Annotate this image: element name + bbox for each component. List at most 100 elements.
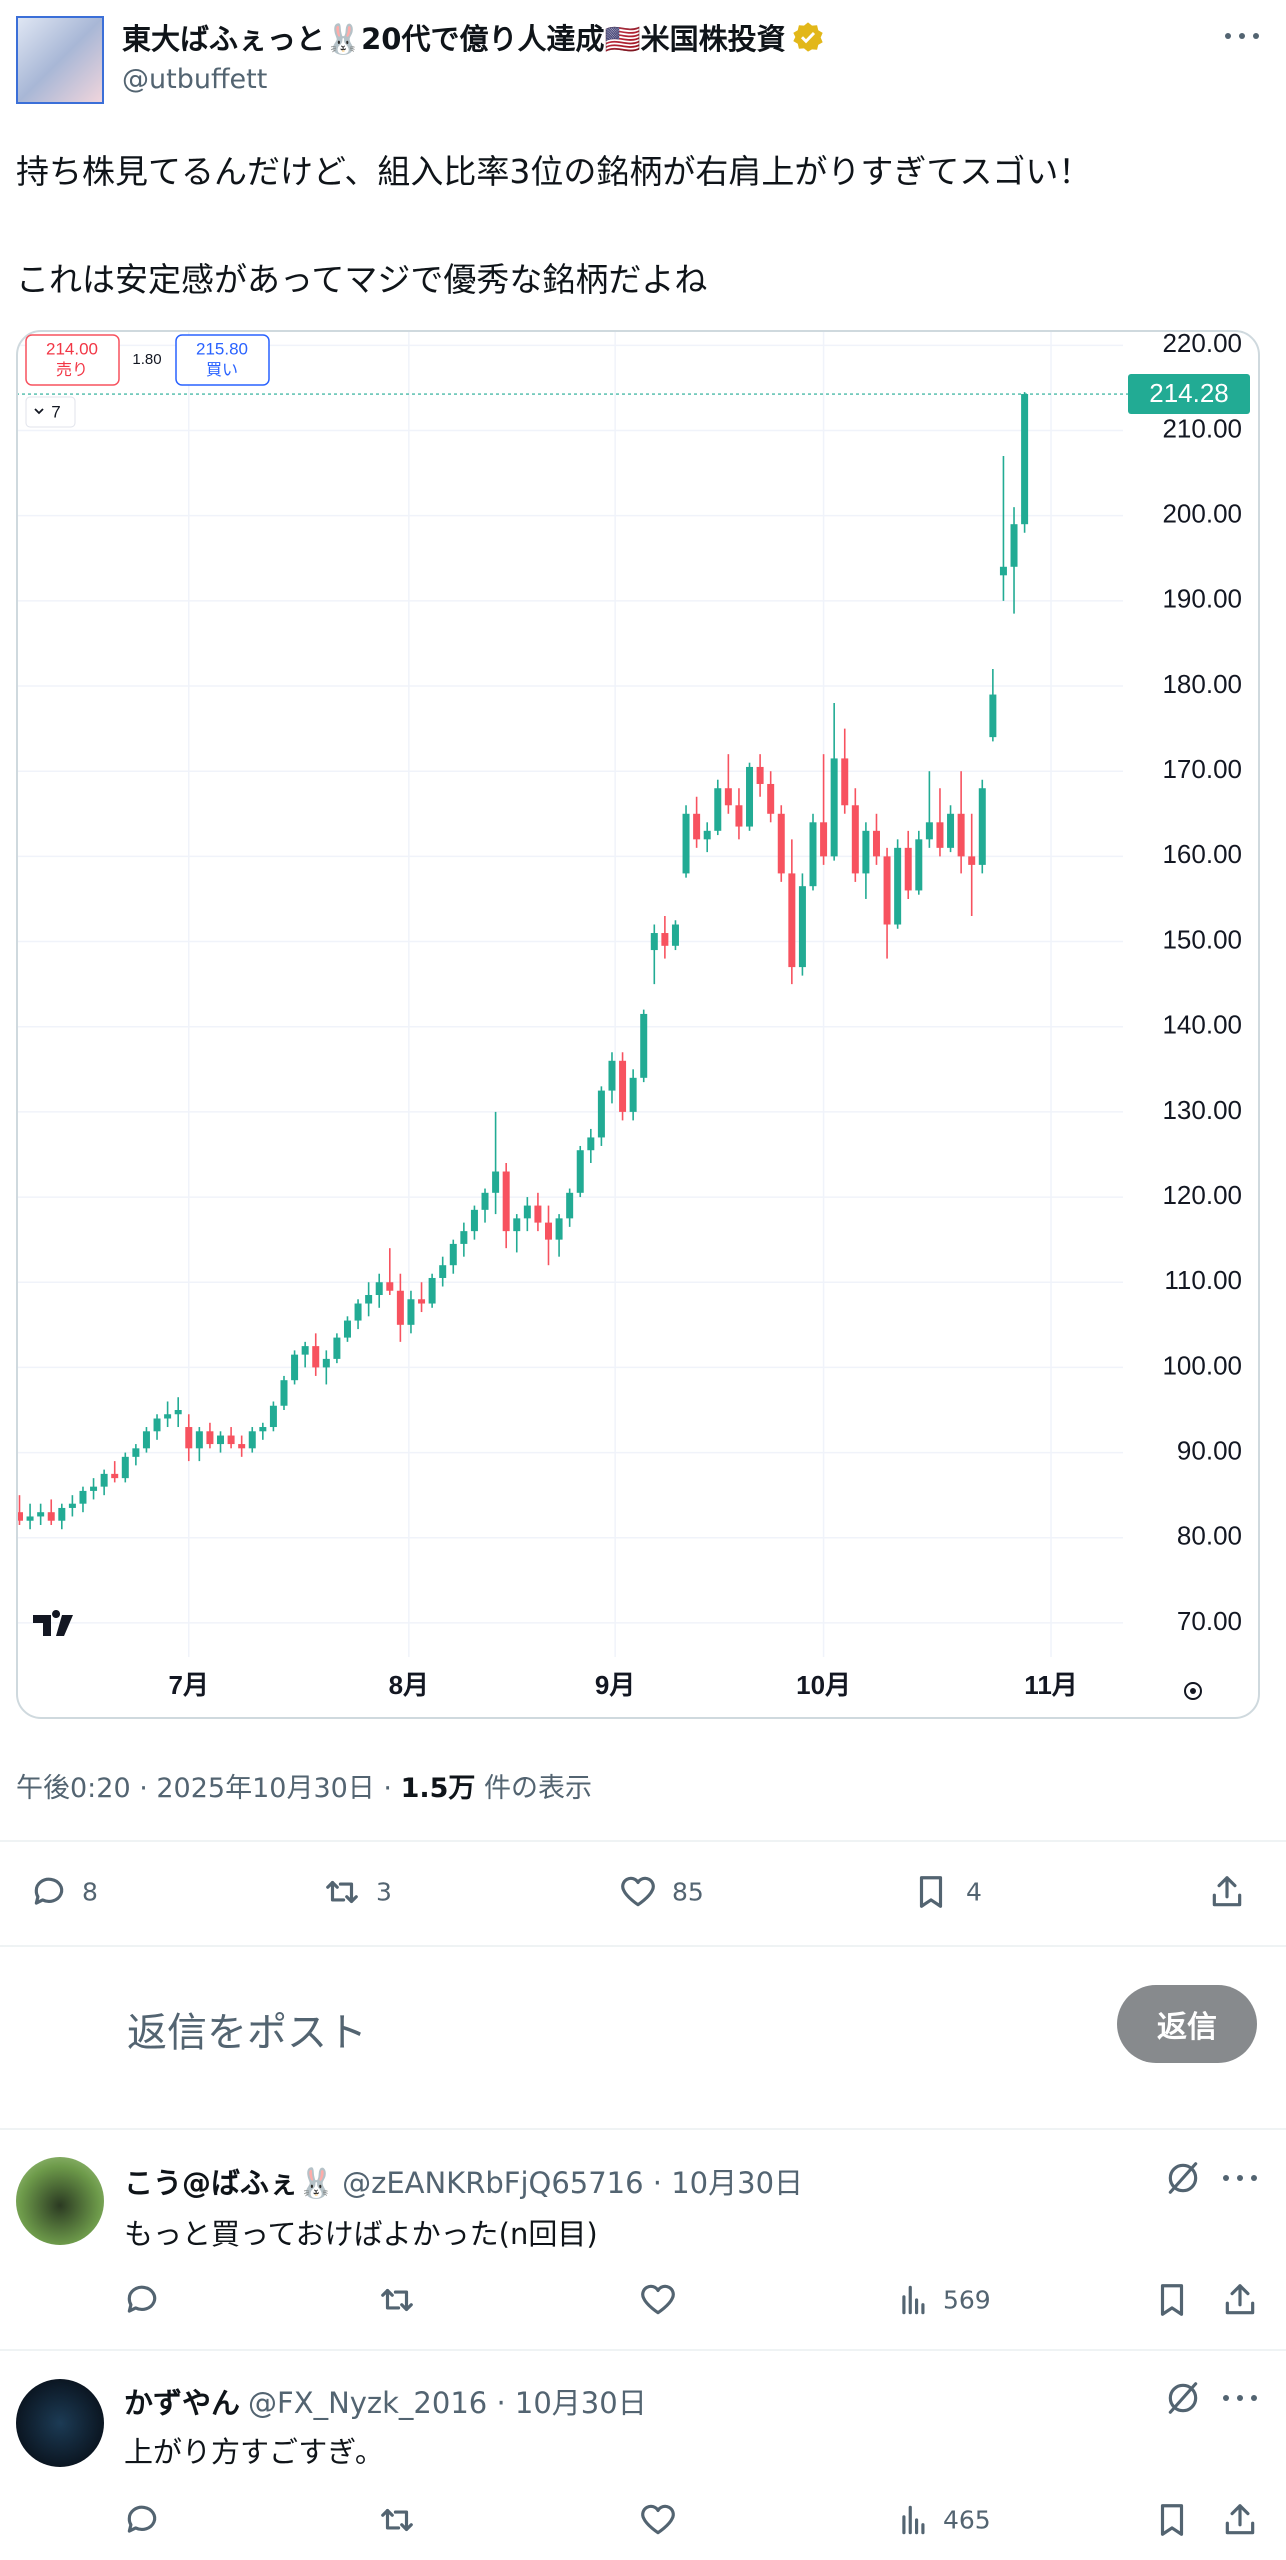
reply-handle[interactable]: @zEANKRbFjQ65716 · 10月30日 [342, 2166, 804, 2200]
reply-button[interactable]: 返信 [1117, 1985, 1257, 2063]
candle-body [968, 856, 976, 865]
bookmark-count: 4 [966, 1877, 982, 1907]
candle-body [999, 566, 1007, 576]
reply-avatar[interactable] [16, 2157, 104, 2245]
y-tick-label: 100.00 [1162, 1350, 1242, 1380]
reply-avatar[interactable] [16, 2379, 104, 2467]
candle-body [492, 1171, 500, 1193]
candle-body [989, 694, 997, 738]
sell-box [25, 334, 120, 386]
more-menu[interactable] [1220, 2388, 1260, 2408]
last-price-label: 214.28 [1149, 378, 1229, 408]
repost-icon[interactable] [378, 2501, 416, 2539]
candle-body [312, 1346, 320, 1368]
reply-header: かずやん @FX_Nyzk_2016 · 10月30日 [124, 2380, 647, 2422]
candle-body [206, 1431, 214, 1445]
y-tick-label: 180.00 [1162, 669, 1242, 699]
like-icon[interactable] [619, 1873, 657, 1911]
candle-body [693, 813, 701, 840]
buy-price: 215.80 [196, 339, 248, 358]
bookmark-icon[interactable] [1153, 2501, 1191, 2539]
candle-body [925, 822, 933, 840]
reply-icon[interactable] [123, 2501, 161, 2539]
views-icon[interactable] [896, 2281, 934, 2319]
candle-body [142, 1431, 150, 1449]
candle-body [153, 1418, 161, 1432]
candle-body [291, 1354, 299, 1381]
candle-body [756, 766, 764, 784]
candle-body [481, 1192, 489, 1210]
y-tick-label: 200.00 [1162, 499, 1242, 529]
candle-body [111, 1473, 119, 1479]
share-icon[interactable] [1208, 1873, 1246, 1911]
candle-body [439, 1265, 447, 1278]
candle-body [1010, 524, 1018, 567]
y-tick-label: 210.00 [1162, 413, 1242, 443]
divider [0, 2128, 1286, 2130]
grok-icon[interactable] [1164, 2159, 1202, 2197]
views-icon[interactable] [896, 2501, 934, 2539]
share-icon[interactable] [1221, 2281, 1259, 2319]
repost-icon[interactable] [378, 2281, 416, 2319]
x-tick-label: 11月 [1024, 1670, 1078, 1700]
candle-body [375, 1282, 383, 1296]
tv-logo [33, 1610, 73, 1636]
candle-body [174, 1409, 182, 1415]
candle-body [957, 813, 965, 857]
like-icon[interactable] [639, 2501, 677, 2539]
spread: 1.80 [132, 351, 161, 368]
candle-body [587, 1137, 595, 1151]
candle-body [460, 1231, 468, 1244]
candle-body [936, 822, 944, 848]
reply-icon[interactable] [30, 1873, 68, 1911]
settings-icon [1184, 1682, 1202, 1700]
author-name[interactable]: 東大ばふぇっと🐰20代で億り人達成🇺🇸米国株投資 [122, 22, 786, 56]
candle-body [100, 1473, 108, 1487]
candle-body [121, 1456, 129, 1479]
candle-body [18, 1512, 23, 1521]
candle-body [777, 813, 785, 874]
views: 1.5万 [400, 1773, 476, 1804]
reply-handle[interactable]: @FX_Nyzk_2016 · 10月30日 [248, 2386, 647, 2420]
views-count: 569 [943, 2285, 991, 2315]
card-border [16, 330, 1260, 1719]
candle-body [703, 830, 711, 840]
candle-body [597, 1090, 605, 1138]
y-tick-label: 130.00 [1162, 1095, 1242, 1125]
author-handle[interactable]: @utbuffett [122, 64, 268, 95]
share-icon[interactable] [1221, 2501, 1259, 2539]
reply-input[interactable]: 返信をポスト [127, 2010, 367, 2056]
candle-body [915, 839, 923, 891]
grok-icon[interactable] [1164, 2379, 1202, 2417]
author-row: 東大ばふぇっと🐰20代で億り人達成🇺🇸米国株投資 [122, 16, 824, 58]
indicator-toggle[interactable] [25, 396, 76, 428]
buy-box [175, 334, 270, 386]
candle-body [714, 788, 722, 831]
reply-name[interactable]: かずやん [124, 2386, 241, 2420]
chart-card[interactable]: 70.00 80.00 90.00 100.00 110.00 120.00 130.00 1… [16, 330, 1260, 1719]
candle-body [37, 1512, 45, 1517]
more-menu[interactable] [1222, 26, 1262, 46]
x-tick-label: 7月 [169, 1670, 209, 1700]
like-icon[interactable] [639, 2281, 677, 2319]
candle-body [978, 788, 986, 865]
bookmark-icon[interactable] [1153, 2281, 1191, 2319]
candle-body [259, 1427, 267, 1432]
candle-body [396, 1290, 404, 1325]
y-tick-label: 220.00 [1162, 330, 1242, 358]
y-tick-label: 90.00 [1177, 1435, 1242, 1465]
candle-body [365, 1295, 373, 1304]
candle-body [217, 1435, 225, 1445]
reply-text: 上がり方すごすぎ。 [124, 2435, 384, 2469]
divider [0, 1840, 1286, 1842]
more-menu[interactable] [1220, 2168, 1260, 2188]
bookmark-icon[interactable] [912, 1873, 950, 1911]
avatar[interactable] [16, 16, 104, 104]
y-tick-label: 150.00 [1162, 924, 1242, 954]
reply-icon[interactable] [123, 2281, 161, 2319]
reply-name[interactable]: こう@ばふぇ🐰 [124, 2166, 335, 2200]
x-tick-label: 8月 [389, 1670, 429, 1700]
plot [18, 332, 1128, 1657]
repost-icon[interactable] [323, 1873, 361, 1911]
y-tick-label: 110.00 [1164, 1265, 1242, 1295]
